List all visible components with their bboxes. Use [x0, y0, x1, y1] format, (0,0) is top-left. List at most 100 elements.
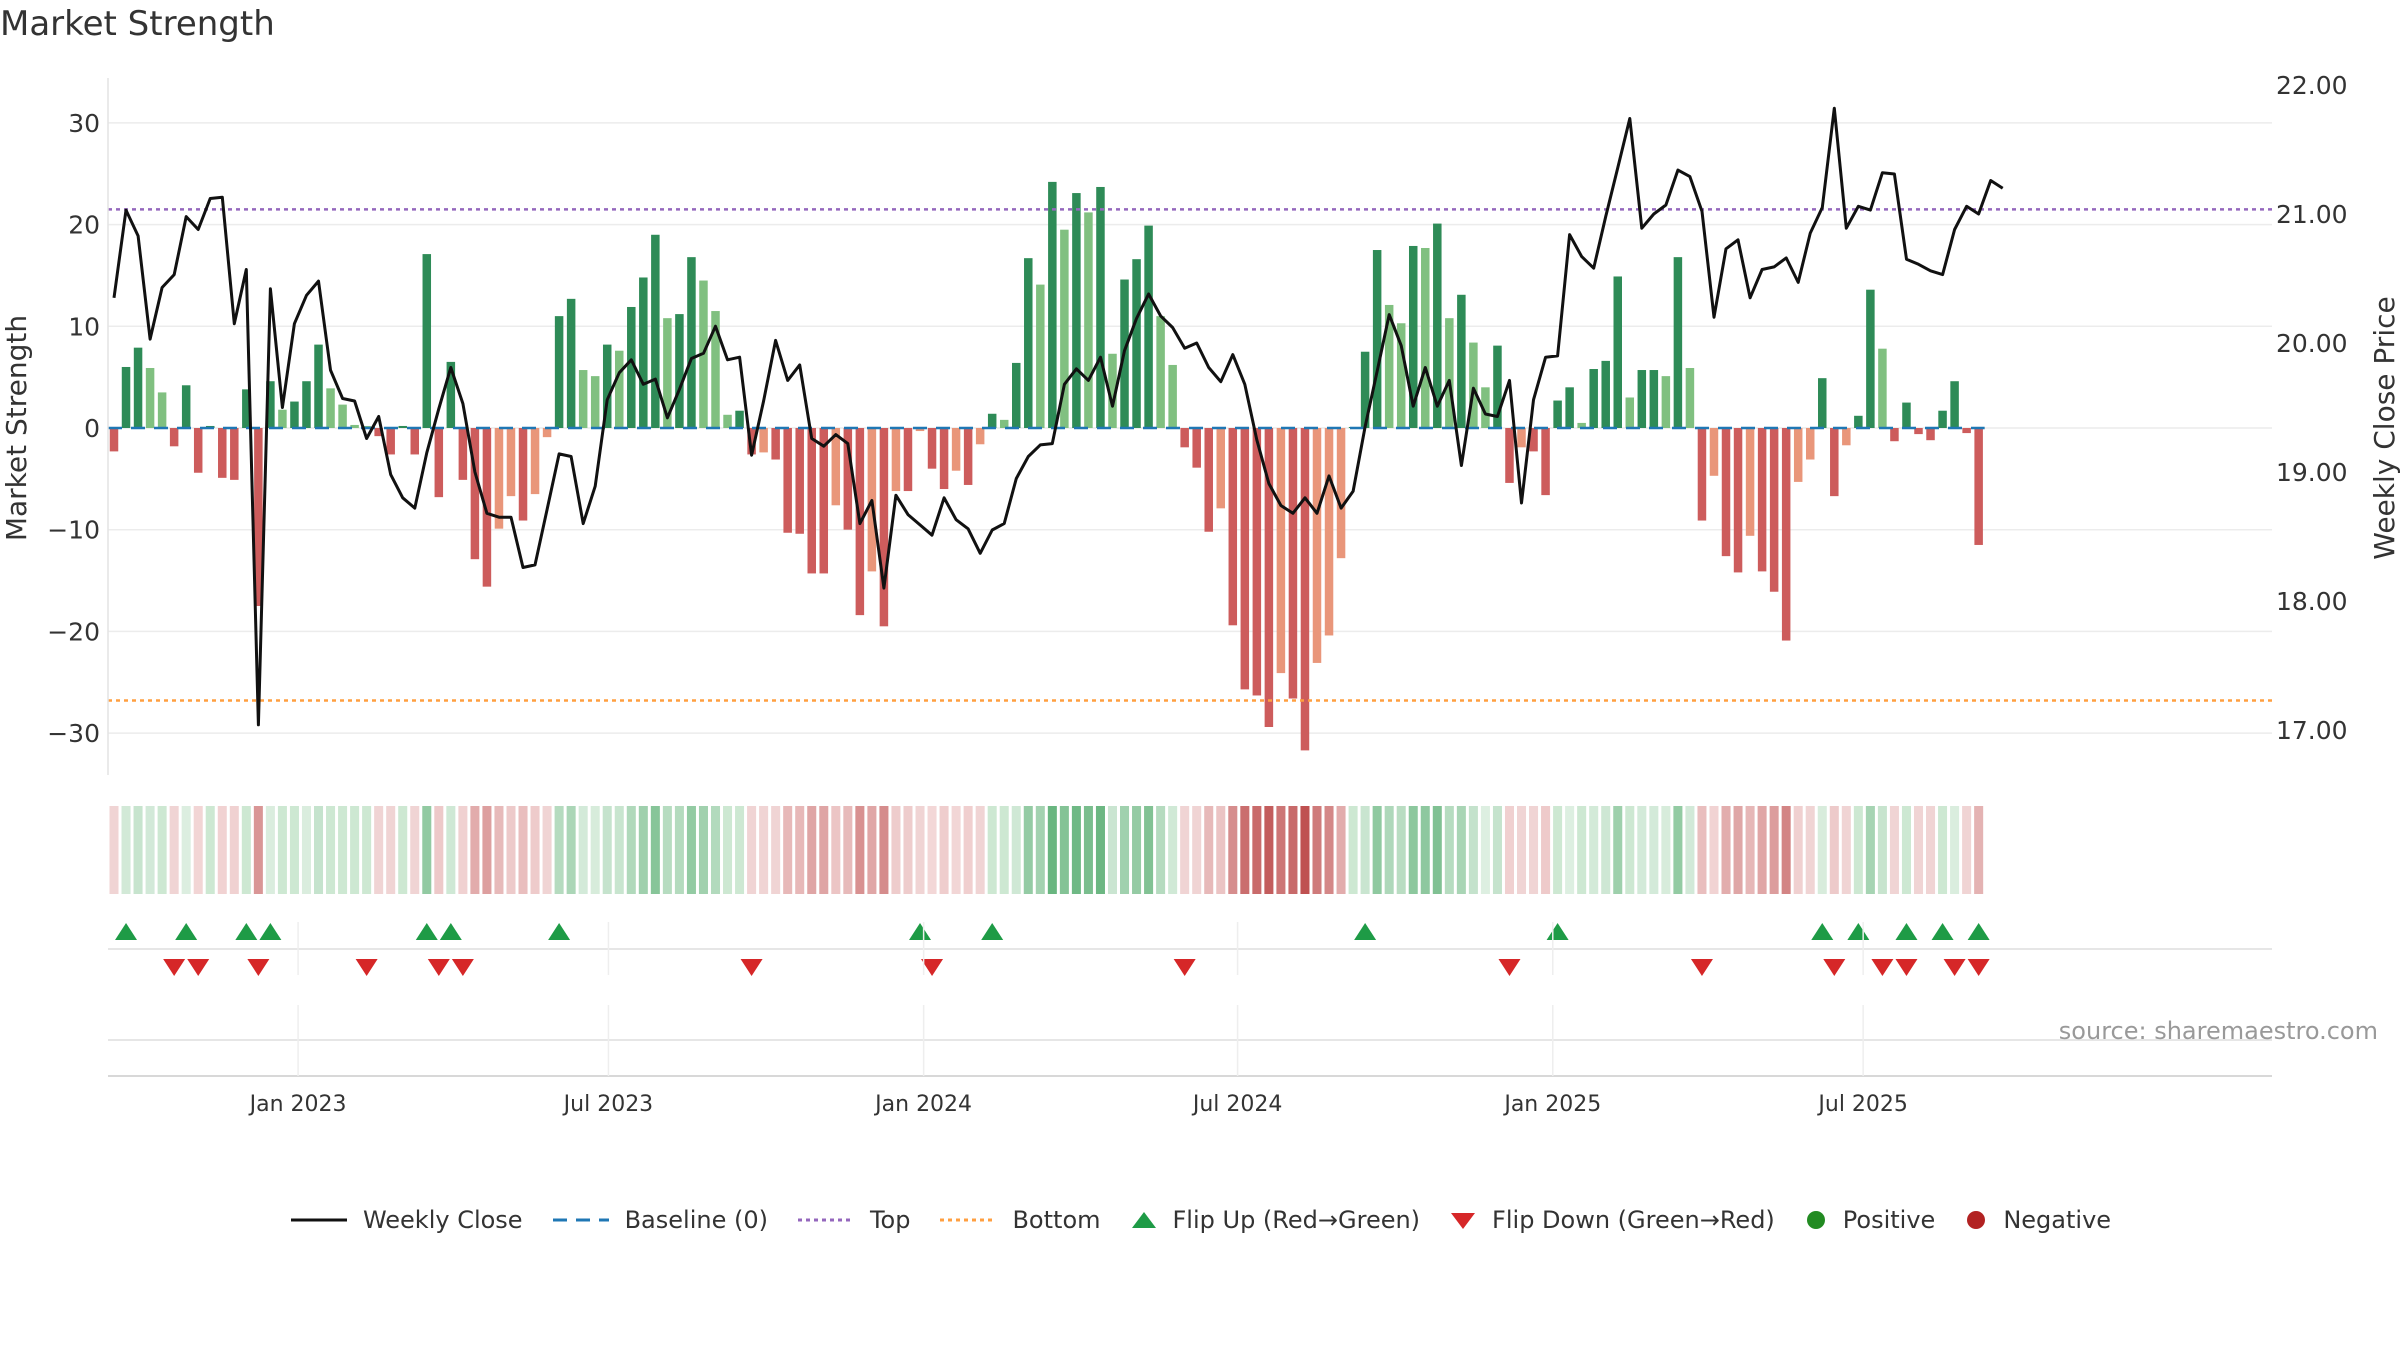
- strength-bar: [999, 419, 1009, 428]
- y2-tick-label: 19.00: [2276, 458, 2348, 487]
- strength-bar: [422, 254, 432, 428]
- heat-cell: [1252, 806, 1262, 894]
- heat-cell: [217, 806, 227, 894]
- level-lines: [108, 208, 2272, 702]
- legend-baseline[interactable]: Baseline (0): [551, 1206, 768, 1234]
- heat-cell: [446, 806, 456, 894]
- strength-bar: [1649, 370, 1659, 428]
- y2-tick-label: 20.00: [2276, 329, 2348, 358]
- legend-weekly-close[interactable]: Weekly Close: [289, 1206, 523, 1234]
- flip-up-marker: [1811, 923, 1834, 940]
- strength-bar: [1096, 186, 1105, 428]
- strength-bar: [1276, 428, 1286, 674]
- heat-cell: [843, 806, 853, 894]
- strength-bar: [1072, 193, 1081, 428]
- heat-cell: [205, 806, 215, 894]
- strength-bar: [446, 361, 456, 428]
- flip-markers: [108, 923, 2272, 976]
- heat-cell: [975, 806, 985, 894]
- legend-label: Flip Down (Green→Red): [1492, 1206, 1775, 1234]
- strength-bar: [542, 428, 552, 438]
- heat-cell: [963, 806, 973, 894]
- strength-bar: [530, 428, 540, 495]
- heat-cell: [999, 806, 1009, 894]
- strength-bar: [927, 428, 937, 469]
- strength-bar: [1769, 428, 1779, 592]
- heat-cell: [915, 806, 925, 894]
- heat-cell: [1468, 806, 1478, 894]
- legend-label: Baseline (0): [624, 1206, 768, 1234]
- heat-cell: [313, 806, 324, 894]
- legend-flip-down[interactable]: Flip Down (Green→Red): [1448, 1206, 1775, 1234]
- heat-cell: [229, 806, 239, 894]
- heat-cell: [662, 806, 672, 894]
- strength-bar: [1024, 258, 1033, 428]
- legend-top[interactable]: Top: [796, 1206, 910, 1234]
- strength-bar: [1962, 428, 1971, 434]
- strength-bar: [1180, 428, 1189, 448]
- heat-cell: [831, 806, 841, 894]
- strength-bar: [1288, 428, 1298, 699]
- heat-cell: [362, 806, 372, 894]
- heat-cell: [1360, 806, 1370, 894]
- heat-cell: [879, 806, 889, 894]
- heat-cell: [277, 806, 287, 894]
- legend: Weekly Close Baseline (0) Top Bottom Fli…: [0, 1206, 2400, 1234]
- heat-cell: [193, 806, 203, 894]
- heat-cell: [1180, 806, 1190, 894]
- heat-cell: [987, 806, 997, 894]
- heat-cell: [1432, 806, 1442, 894]
- heat-cell: [121, 806, 131, 894]
- heat-cell: [289, 806, 299, 894]
- heat-cell: [1372, 806, 1382, 894]
- heat-cell: [590, 806, 600, 894]
- heat-cell: [470, 806, 480, 894]
- heat-cell: [1553, 806, 1563, 894]
- heat-cell: [614, 806, 624, 894]
- heat-cell: [1649, 806, 1659, 894]
- flip-up-marker: [259, 923, 282, 940]
- heat-cell: [1204, 806, 1214, 894]
- strength-bar: [687, 257, 696, 428]
- heat-cell: [1168, 806, 1178, 894]
- legend-negative[interactable]: Negative: [1963, 1206, 2111, 1234]
- legend-label: Flip Up (Red→Green): [1172, 1206, 1421, 1234]
- heat-cell: [157, 806, 167, 894]
- strength-bar: [1336, 428, 1346, 559]
- legend-positive[interactable]: Positive: [1803, 1206, 1935, 1234]
- flip-up-marker: [1546, 923, 1569, 940]
- strength-bar: [410, 428, 419, 455]
- heat-cell: [927, 806, 937, 894]
- heat-cell: [1637, 806, 1647, 894]
- heat-cell: [494, 806, 504, 894]
- legend-bottom[interactable]: Bottom: [938, 1206, 1101, 1234]
- heat-cell: [1781, 806, 1791, 894]
- heat-cell: [374, 806, 384, 894]
- heat-cell: [759, 806, 769, 894]
- strength-bar: [771, 428, 780, 460]
- heat-cell: [723, 806, 733, 894]
- heat-cell: [1865, 806, 1875, 894]
- strength-bar: [1433, 223, 1442, 428]
- strength-bar: [1890, 428, 1899, 442]
- strength-bar: [951, 428, 961, 471]
- flip-down-marker: [163, 959, 186, 976]
- strength-bar: [386, 428, 395, 455]
- heat-cell: [638, 806, 648, 894]
- strength-bar: [302, 381, 311, 428]
- strength-bar: [1842, 428, 1851, 446]
- dotted-line-swatch-icon: [940, 1218, 997, 1222]
- y2-axis-title: Weekly Close Price: [2368, 296, 2400, 559]
- strength-bar: [1757, 428, 1767, 572]
- strength-bar: [723, 414, 732, 428]
- strength-bar: [1300, 428, 1310, 751]
- triangle-down-icon: [1451, 1213, 1476, 1229]
- legend-flip-up[interactable]: Flip Up (Red→Green): [1129, 1206, 1421, 1234]
- y-axis-title: Market Strength: [0, 315, 33, 541]
- heat-cell: [458, 806, 468, 894]
- heat-cell: [1757, 806, 1767, 894]
- strength-bar: [374, 428, 383, 437]
- date-axis: Jan 2023 Jul 2023 Jan 2024 Jul 2024 Jan 2025…: [108, 922, 2272, 1117]
- y-tick-label: −30: [47, 719, 100, 748]
